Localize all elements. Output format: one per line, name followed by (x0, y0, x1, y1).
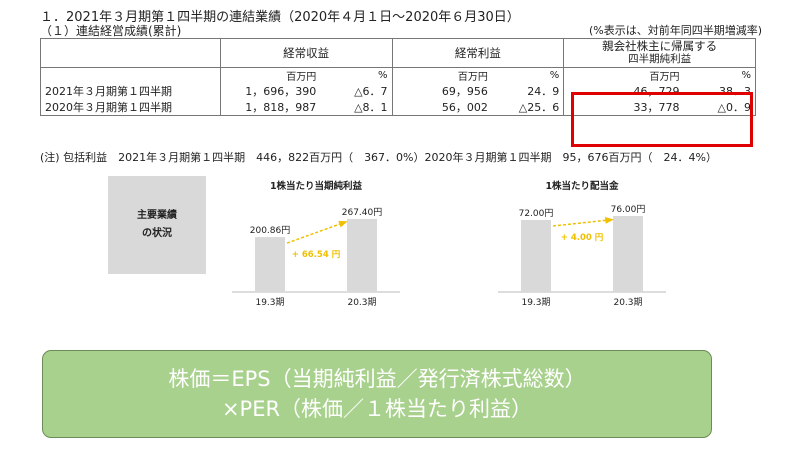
revenue-pct: △6．7 (320, 83, 393, 99)
unit-pct: % (683, 67, 756, 83)
net-value: 33，778 (563, 99, 684, 116)
dividend-chart: 1株当たり配当金 72.00円 19.3期 76.00円 20.3期 + 4.00 円 (494, 178, 670, 312)
formula-line1: 株価＝EPS（当期純利益／発行済株式総数） (168, 367, 586, 391)
section-subtitle: （１）連結経営成績(累計) (40, 24, 182, 38)
row-label: 2020年３月期第１四半期 (40, 99, 221, 116)
revenue-value: 1，696，390 (219, 83, 321, 99)
chart-title: 1株当たり配当金 (545, 181, 619, 192)
col-header-net-line2: 四半期純利益 (628, 53, 692, 65)
bar-value-label: 76.00円 (611, 204, 646, 215)
table-row: 2020年３月期第１四半期 1，818，987 △8．1 56，002 △25．… (40, 99, 756, 116)
eps-chart-svg: 200.86円 19.3期 267.40円 20.3期 + 66.54 円 (232, 207, 400, 308)
revenue-pct: △8．1 (320, 99, 393, 116)
ordinary-pct: △25．6 (491, 99, 565, 116)
percent-note: (%表示は、対前年同四半期増減率) (588, 24, 762, 37)
table-row: 2021年３月期第１四半期 1，696，390 △6．7 69，956 24．9… (40, 83, 756, 99)
col-header-net-line1: 親会社株主に帰属する (602, 39, 718, 53)
header-blank (40, 38, 221, 68)
bar-value-label: 200.86円 (250, 225, 291, 236)
table-header-row: 経常収益 経常利益 親会社株主に帰属する 四半期純利益 (40, 38, 756, 68)
bar-20.3期 (347, 218, 377, 292)
unit-million: 百万円 (391, 67, 492, 83)
col-header-net-income: 親会社株主に帰属する 四半期純利益 (563, 38, 756, 68)
category-label: 19.3期 (521, 297, 550, 308)
category-label: 20.3期 (347, 297, 376, 308)
summary-label-box: 主要業績 の状況 (108, 176, 206, 274)
net-pct: △0．9 (683, 99, 756, 116)
eps-chart: 1株当たり当期純利益 200.86円 19.3期 267.40円 20.3期 + 66.… (228, 178, 404, 312)
category-label: 19.3期 (255, 297, 284, 308)
chart-title: 1株当たり当期純利益 (269, 181, 363, 192)
bar-value-label: 72.00円 (519, 208, 554, 219)
bar-value-label: 267.40円 (342, 207, 383, 218)
ordinary-value: 69，956 (391, 83, 492, 99)
formula-line2: ×PER（株価／１株当たり利益） (221, 397, 533, 421)
ordinary-value: 56，002 (391, 99, 492, 116)
unit-pct: % (320, 67, 393, 83)
summary-label-line1: 主要業績 (137, 210, 177, 221)
row-label: 2021年３月期第１四半期 (40, 83, 221, 99)
growth-arrow-line (552, 219, 610, 227)
stock-price-formula-box: 株価＝EPS（当期純利益／発行済株式総数） ×PER（株価／１株当たり利益） (42, 350, 712, 438)
unit-million: 百万円 (563, 67, 684, 83)
results-table: 経常収益 経常利益 親会社株主に帰属する 四半期純利益 百万円 % 百万円 % … (40, 38, 756, 116)
unit-pct: % (491, 67, 565, 83)
col-header-ordinary-profit: 経常利益 (391, 38, 565, 68)
summary-label-line2: の状況 (142, 228, 172, 239)
page-title: １．2021年３月期第１四半期の連結業績（2020年４月１日～2020年６月30… (40, 10, 520, 25)
growth-arrow-head-icon (338, 220, 348, 228)
bar-20.3期 (613, 216, 643, 292)
category-label: 20.3期 (613, 297, 642, 308)
unit-million: 百万円 (219, 67, 321, 83)
bar-19.3期 (521, 220, 551, 292)
comprehensive-income-note: (注) 包括利益 2021年３月期第１四半期 446，822百万円（ 367．0… (40, 151, 717, 164)
bar-19.3期 (255, 237, 285, 292)
growth-arrow-head-icon (604, 217, 614, 224)
growth-delta-label: + 4.00 円 (561, 233, 604, 243)
growth-delta-label: + 66.54 円 (292, 250, 340, 260)
growth-arrow-line (286, 222, 344, 244)
dividend-chart-svg: 72.00円 19.3期 76.00円 20.3期 + 4.00 円 (498, 204, 666, 308)
col-header-revenue: 経常収益 (219, 38, 393, 68)
table-unit-row: 百万円 % 百万円 % 百万円 % (40, 67, 756, 83)
revenue-value: 1，818，987 (219, 99, 321, 116)
net-income-highlight-box (571, 92, 753, 147)
ordinary-pct: 24．9 (491, 83, 565, 99)
